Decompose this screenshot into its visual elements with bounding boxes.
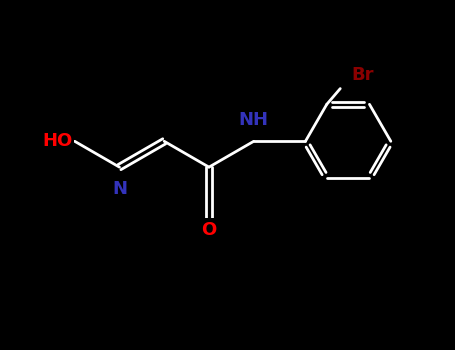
Text: HO: HO — [42, 132, 72, 150]
Text: O: O — [202, 221, 217, 239]
Text: N: N — [112, 180, 127, 198]
Text: NH: NH — [239, 111, 269, 129]
Text: Br: Br — [352, 66, 374, 84]
